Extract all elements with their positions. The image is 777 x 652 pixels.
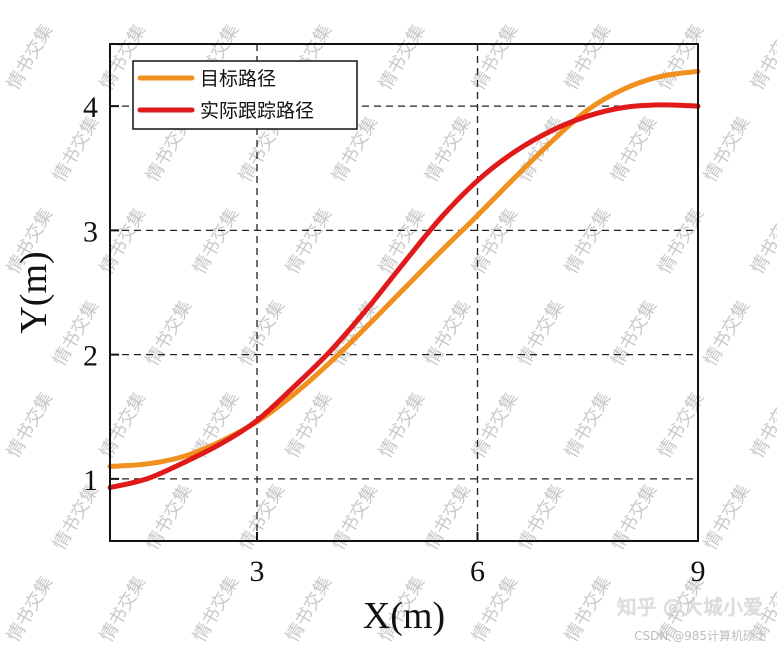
legend-box bbox=[132, 60, 358, 130]
x-tick-label: 3 bbox=[250, 555, 265, 588]
plot-frame bbox=[109, 43, 699, 542]
y-tick-label: 4 bbox=[83, 91, 98, 124]
y-tick-label: 3 bbox=[83, 215, 98, 248]
grid-lines bbox=[110, 44, 698, 541]
legend-label-target-path: 目标路径 bbox=[200, 68, 276, 90]
x-axis-label: X(m) bbox=[363, 595, 445, 637]
y-tick-label: 2 bbox=[83, 340, 98, 373]
series-line-target-path bbox=[107, 68, 701, 469]
y-tick-label: 1 bbox=[83, 464, 98, 497]
footer-source-watermark: CSDN @985计算机硕士 bbox=[634, 629, 767, 643]
series-line-tracked-path bbox=[107, 102, 701, 491]
x-tick-label: 6 bbox=[470, 555, 485, 588]
legend: 目标路径 实际跟踪路径 bbox=[132, 60, 358, 130]
y-axis-label: Y(m) bbox=[13, 251, 55, 333]
series-layer bbox=[107, 68, 701, 491]
x-tick-label: 9 bbox=[691, 555, 706, 588]
footer-brand-watermark: 知乎 @大城小爱 bbox=[616, 595, 763, 619]
legend-label-tracked-path: 实际跟踪路径 bbox=[200, 100, 314, 122]
